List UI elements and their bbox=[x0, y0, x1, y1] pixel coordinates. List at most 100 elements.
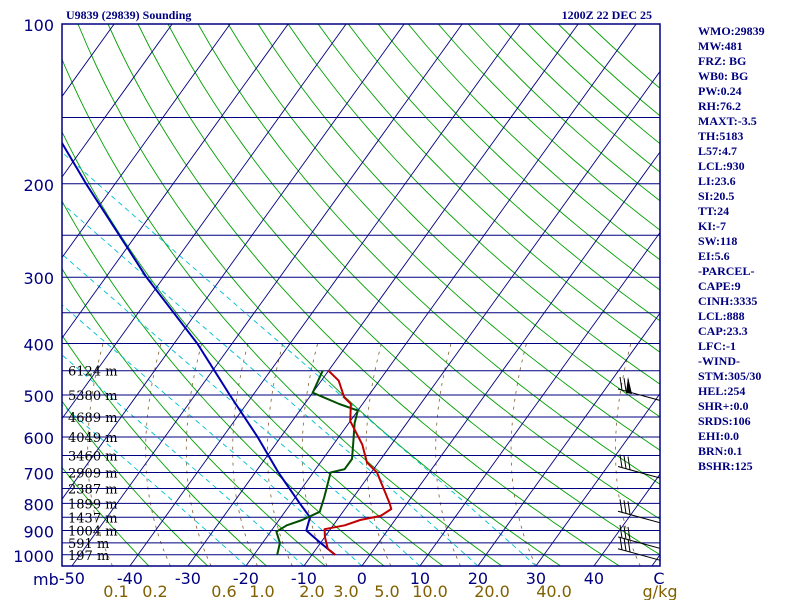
height-label: 4049 m bbox=[68, 431, 118, 446]
mixing-ratio-line bbox=[145, 343, 171, 566]
mixing-unit-label: g/kg bbox=[643, 582, 678, 600]
isotherm bbox=[187, 24, 579, 566]
stat-line: EHI:0.0 bbox=[698, 429, 740, 443]
plot-border bbox=[61, 23, 661, 567]
temperature-label: -50 bbox=[59, 569, 85, 588]
temperature-label: -40 bbox=[117, 569, 143, 588]
wind-barb-feather bbox=[623, 525, 627, 540]
dry-adiabat bbox=[317, 24, 660, 353]
dry-adiabat bbox=[377, 24, 660, 291]
stat-line: LFC:-1 bbox=[698, 339, 736, 353]
wind-barb-pennant bbox=[626, 376, 632, 394]
moist-adiabat bbox=[62, 202, 479, 566]
stat-line: LI:23.6 bbox=[698, 174, 736, 188]
moist-adiabat bbox=[62, 354, 305, 566]
stat-line: SW:118 bbox=[698, 234, 738, 248]
temperature-label: -10 bbox=[291, 569, 317, 588]
mixing-ratio-label: 0.6 bbox=[211, 582, 236, 600]
wind-barb-feather bbox=[619, 524, 623, 539]
mixing-ratio-label: 10.0 bbox=[412, 582, 448, 600]
isotherm bbox=[129, 24, 521, 566]
stat-line: SHR+:0.0 bbox=[698, 399, 749, 413]
pressure-unit-label: mb bbox=[33, 570, 59, 589]
dry-adiabat bbox=[62, 58, 503, 566]
wind-barb bbox=[617, 524, 660, 549]
stat-line: KI:-7 bbox=[698, 219, 726, 233]
dry-adiabat bbox=[62, 466, 150, 566]
stat-line: CAPE:9 bbox=[698, 279, 741, 293]
temperature-label: 30 bbox=[526, 569, 546, 588]
height-label: 1899 m bbox=[68, 497, 118, 512]
chart-timestamp: 1200Z 22 DEC 25 bbox=[562, 8, 652, 22]
dry-adiabat bbox=[77, 24, 561, 566]
wind-barb-staff bbox=[617, 466, 660, 479]
temperature-label: 10 bbox=[410, 569, 430, 588]
pressure-label: 600 bbox=[23, 429, 54, 448]
mixing-ratio-label: 20.0 bbox=[474, 582, 510, 600]
wind-barb-staff bbox=[617, 548, 660, 561]
wind-barb-feather bbox=[619, 454, 623, 468]
height-label: 2909 m bbox=[68, 467, 118, 482]
temperature-label: 40 bbox=[584, 569, 604, 588]
temperature-unit-label: C bbox=[653, 569, 664, 588]
stat-line: -WIND- bbox=[698, 354, 740, 368]
isotherm bbox=[303, 70, 660, 566]
stat-line: L57:4.7 bbox=[698, 144, 737, 158]
dry-adiabat bbox=[62, 334, 267, 566]
stat-line: PW:0.24 bbox=[698, 84, 742, 98]
isotherm bbox=[361, 151, 660, 566]
stat-line: CINH:3335 bbox=[698, 294, 758, 308]
pressure-label: 700 bbox=[23, 465, 54, 484]
wind-barb-feather bbox=[627, 501, 631, 515]
dry-adiabat bbox=[62, 130, 444, 566]
mixing-ratio-label: 40.0 bbox=[536, 582, 572, 600]
stat-line: RH:76.2 bbox=[698, 99, 741, 113]
mixing-ratio-line bbox=[510, 343, 537, 566]
stat-line: CAP:23.3 bbox=[698, 324, 748, 338]
wind-barb-feather bbox=[619, 376, 623, 391]
stat-line: TH:5183 bbox=[698, 129, 744, 143]
wind-barb-feather bbox=[623, 377, 627, 392]
wind-barb-feather bbox=[627, 456, 631, 470]
wind-barb-feather bbox=[619, 499, 623, 513]
isotherm bbox=[71, 24, 463, 566]
temperature-label: -30 bbox=[175, 569, 201, 588]
dry-adiabat bbox=[347, 24, 660, 322]
dry-adiabat bbox=[137, 24, 660, 556]
height-label: 197 m bbox=[68, 549, 109, 564]
wind-barb-staff bbox=[617, 536, 660, 549]
stat-line: WB0: BG bbox=[698, 69, 749, 83]
temperature-label: 0 bbox=[357, 569, 367, 588]
pressure-label: 400 bbox=[23, 336, 54, 355]
mixing-ratio-line bbox=[87, 343, 113, 566]
stat-line: MAXT:-3.5 bbox=[698, 114, 757, 128]
mixing-ratio-label: 0.1 bbox=[103, 582, 128, 600]
height-label: 3460 m bbox=[68, 449, 118, 464]
height-label: 591 m bbox=[68, 537, 109, 552]
stat-line: TT:24 bbox=[698, 204, 730, 218]
stat-line: BRN:0.1 bbox=[698, 444, 743, 458]
mixing-ratio-label: 1.0 bbox=[249, 582, 274, 600]
isotherm bbox=[535, 392, 660, 566]
wind-barb-feather bbox=[619, 536, 623, 550]
wind-barb-feather bbox=[623, 500, 627, 514]
height-label: 1437 m bbox=[68, 511, 118, 526]
dry-adiabat bbox=[107, 24, 620, 566]
plot-area bbox=[62, 24, 660, 566]
pressure-label: 300 bbox=[23, 269, 54, 288]
height-label: 2387 m bbox=[68, 482, 118, 497]
pressure-label: 500 bbox=[23, 387, 54, 406]
stat-line: FRZ: BG bbox=[698, 54, 747, 68]
mixing-ratio-line bbox=[365, 343, 392, 566]
stat-line: EI:5.6 bbox=[698, 249, 730, 263]
isotherm bbox=[62, 24, 405, 500]
height-label: 4689 m bbox=[68, 411, 118, 426]
dry-adiabat bbox=[167, 24, 660, 520]
mixing-ratio-line bbox=[301, 343, 328, 566]
isotherm bbox=[62, 24, 173, 178]
stat-line: BSHR:125 bbox=[698, 459, 753, 473]
stat-line: SRDS:106 bbox=[698, 414, 751, 428]
mixing-ratio-label: 3.0 bbox=[333, 582, 358, 600]
dry-adiabat bbox=[257, 24, 660, 418]
